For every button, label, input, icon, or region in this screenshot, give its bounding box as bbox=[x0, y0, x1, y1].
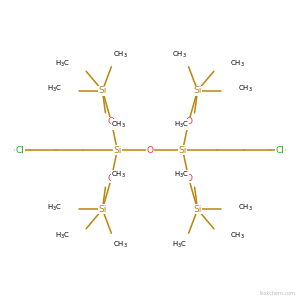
Text: CH$_3$: CH$_3$ bbox=[230, 231, 245, 241]
Text: CH$_3$: CH$_3$ bbox=[238, 203, 253, 213]
Text: lookchem.com: lookchem.com bbox=[260, 291, 296, 296]
Text: Cl: Cl bbox=[275, 146, 284, 154]
Text: Cl: Cl bbox=[16, 146, 25, 154]
Text: O: O bbox=[146, 146, 154, 154]
Text: CH$_3$: CH$_3$ bbox=[172, 50, 187, 60]
Text: H$_3$C: H$_3$C bbox=[172, 240, 187, 250]
Text: Si: Si bbox=[194, 86, 202, 95]
Text: H$_3$C: H$_3$C bbox=[174, 120, 189, 130]
Text: O: O bbox=[108, 174, 115, 183]
Text: O: O bbox=[108, 117, 115, 126]
Text: CH$_3$: CH$_3$ bbox=[111, 120, 126, 130]
Text: O: O bbox=[185, 117, 192, 126]
Text: Si: Si bbox=[113, 146, 122, 154]
Text: CH$_3$: CH$_3$ bbox=[113, 240, 128, 250]
Text: Si: Si bbox=[178, 146, 187, 154]
Text: CH$_3$: CH$_3$ bbox=[238, 84, 253, 94]
Text: H$_3$C: H$_3$C bbox=[47, 203, 62, 213]
Text: CH$_3$: CH$_3$ bbox=[111, 170, 126, 180]
Text: Si: Si bbox=[98, 86, 106, 95]
Text: CH$_3$: CH$_3$ bbox=[113, 50, 128, 60]
Text: Si: Si bbox=[98, 205, 106, 214]
Text: O: O bbox=[185, 174, 192, 183]
Text: H$_3$C: H$_3$C bbox=[174, 170, 189, 180]
Text: Si: Si bbox=[194, 205, 202, 214]
Text: H$_3$C: H$_3$C bbox=[47, 84, 62, 94]
Text: CH$_3$: CH$_3$ bbox=[230, 59, 245, 69]
Text: H$_3$C: H$_3$C bbox=[55, 59, 70, 69]
Text: H$_3$C: H$_3$C bbox=[55, 231, 70, 241]
